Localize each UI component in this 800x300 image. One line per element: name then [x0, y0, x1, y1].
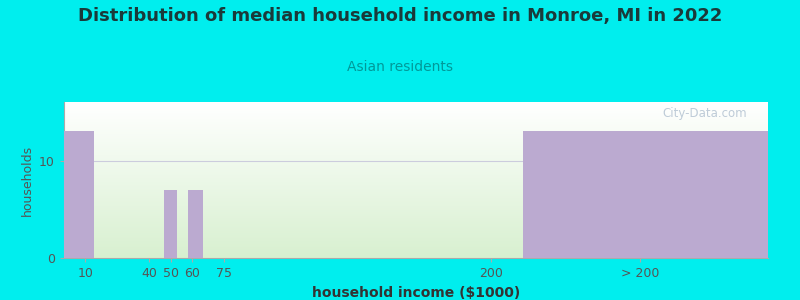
Bar — [522, 131, 768, 258]
Bar — [64, 131, 94, 258]
Bar — [164, 190, 177, 258]
X-axis label: household income ($1000): household income ($1000) — [312, 286, 520, 300]
Y-axis label: households: households — [21, 144, 34, 216]
Text: Distribution of median household income in Monroe, MI in 2022: Distribution of median household income … — [78, 8, 722, 26]
Bar — [188, 190, 202, 258]
Text: City-Data.com: City-Data.com — [662, 107, 747, 120]
Text: Asian residents: Asian residents — [347, 60, 453, 74]
